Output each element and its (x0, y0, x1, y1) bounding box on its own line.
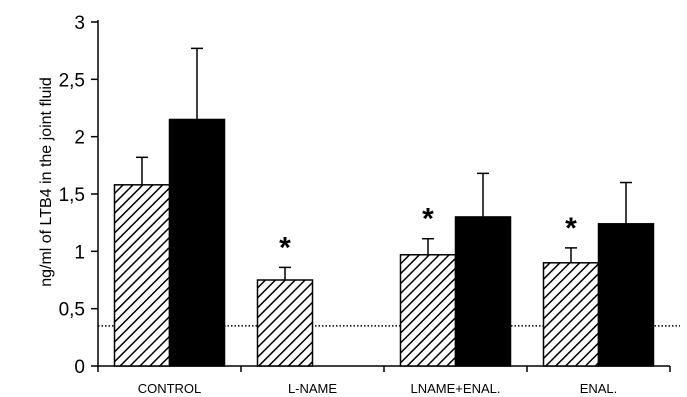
y-axis-label: ng/ml of LTB4 in the joint fluid (38, 77, 55, 287)
significance-marker: * (422, 203, 434, 236)
bar (399, 254, 457, 367)
x-tick-label: CONTROL (138, 381, 202, 396)
y-tick-label: 0 (74, 357, 85, 378)
y-tick-label: 1 (74, 242, 85, 263)
bar (256, 279, 314, 367)
y-tick-label: 2,5 (59, 70, 85, 91)
x-tick-label: LNAME+ENAL. (411, 381, 501, 396)
x-tick-label: ENAL. (580, 381, 618, 396)
y-tick-label: 2 (74, 128, 85, 149)
significance-marker: * (279, 231, 291, 264)
y-tick-label: 0,5 (59, 300, 85, 321)
bar (113, 184, 171, 367)
bar (597, 223, 655, 367)
y-tick-label: 3 (74, 13, 85, 34)
bar (542, 262, 600, 367)
x-tick-label: L-NAME (288, 381, 337, 396)
bar (168, 118, 226, 367)
y-tick-label: 1,5 (59, 185, 85, 206)
significance-marker: * (565, 212, 577, 245)
bar (454, 216, 512, 367)
